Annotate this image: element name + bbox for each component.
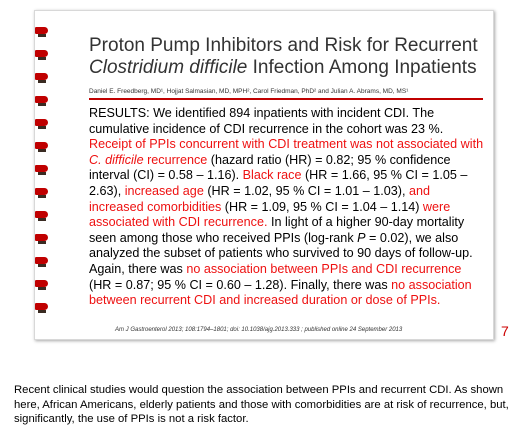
results-text-segment: = 0.02), we also analyzed the subset of … xyxy=(89,230,473,276)
highlighted-finding: Receipt of PPIs concurrent with CDI trea… xyxy=(89,137,484,152)
caption-text: Recent clinical studies would question t… xyxy=(14,384,509,426)
results-text-segment: (HR = 1.66, 95 % CI = 1.05 – 2.63), xyxy=(89,168,468,198)
results-text-segment: (hazard ratio (HR) = 0.82; 95 % confiden… xyxy=(89,152,451,183)
author-list: Daniel E. Freedberg, MD¹, Hojjat Salmasi… xyxy=(89,88,409,95)
highlighted-finding: no association between recurrent CDI and… xyxy=(89,277,472,308)
binder-tab xyxy=(35,119,48,129)
slide: Proton Pump Inhibitors and Risk for Recu… xyxy=(34,10,509,340)
results-text-segment: RESULTS: We identified 894 inpatients wi… xyxy=(89,106,444,136)
binder-tab xyxy=(35,257,48,267)
binder-tab xyxy=(35,188,48,198)
title-line-1: Proton Pump Inhibitors and Risk for Recu… xyxy=(89,35,478,56)
binder-tab xyxy=(35,50,48,60)
highlighted-finding: recurrence xyxy=(143,152,208,167)
journal-citation: Am J Gastroenterol 2013; 108:1794–1801; … xyxy=(115,327,403,333)
title-organism: Clostridium difficile xyxy=(89,57,248,78)
highlighted-finding: increased age xyxy=(124,183,204,198)
results-text: RESULTS: We identified 894 inpatients wi… xyxy=(89,106,485,309)
results-text-segment: (HR = 1.02, 95 % CI = 1.01 – 1.03), xyxy=(203,183,409,198)
page-number: 7 xyxy=(501,323,509,339)
results-text-segment: P xyxy=(357,230,366,245)
highlighted-finding: were associated with CDI recurrence. xyxy=(89,199,451,230)
binder-tab xyxy=(35,27,48,37)
results-paragraph: RESULTS: We identified 894 inpatients wi… xyxy=(89,106,485,309)
title-divider xyxy=(89,98,483,100)
binder-tabs xyxy=(35,27,55,327)
slide-title: Proton Pump Inhibitors and Risk for Recu… xyxy=(89,35,489,79)
binder-tab xyxy=(35,211,48,221)
highlighted-finding: no association between PPIs and CDI recu… xyxy=(186,261,462,276)
binder-tab xyxy=(35,142,48,152)
results-text-segment: (HR = 1.09, 95 % CI = 1.04 – 1.14) xyxy=(221,199,423,214)
title-line-2-rest: Infection Among Inpatients xyxy=(247,57,477,78)
highlighted-finding: and increased comorbidities xyxy=(89,183,430,214)
binder-tab xyxy=(35,280,48,290)
binder-tab xyxy=(35,96,48,106)
results-text-segment: In light of a higher 90-day mortality se… xyxy=(89,215,465,245)
binder-tab xyxy=(35,73,48,83)
highlighted-finding: C. difficile xyxy=(89,152,144,167)
binder-tab xyxy=(35,165,48,175)
results-text-segment: (HR = 0.87; 95 % CI = 0.60 – 1.28). Fina… xyxy=(89,277,392,292)
highlighted-finding: Black race xyxy=(242,168,302,183)
binder-tab xyxy=(35,234,48,244)
title-line-2: Clostridium difficile Infection Among In… xyxy=(89,57,489,79)
binder-tab xyxy=(35,303,48,313)
